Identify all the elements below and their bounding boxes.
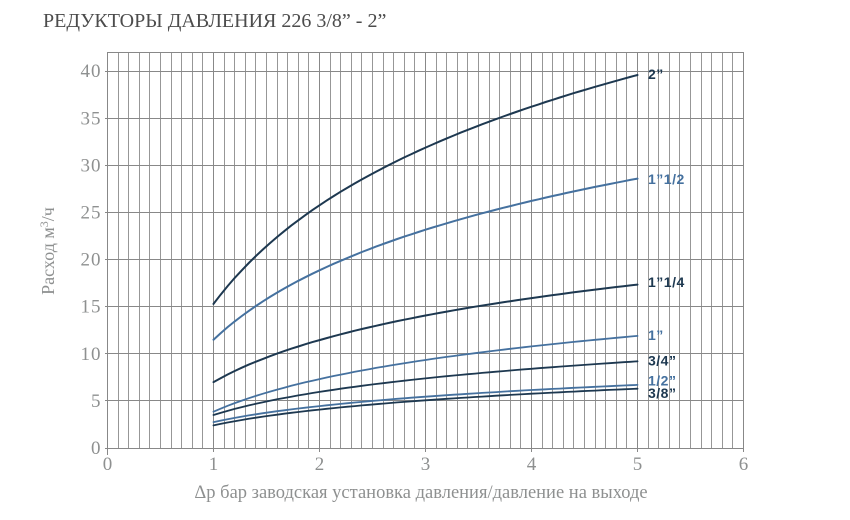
svg-text:30: 30 bbox=[81, 155, 102, 176]
svg-text:35: 35 bbox=[81, 108, 102, 129]
svg-text:1”: 1” bbox=[648, 327, 664, 343]
svg-text:25: 25 bbox=[81, 203, 102, 224]
svg-text:1: 1 bbox=[209, 454, 219, 475]
svg-text:Расход м3/ч: Расход м3/ч bbox=[37, 207, 58, 295]
svg-text:4: 4 bbox=[527, 454, 537, 475]
svg-text:10: 10 bbox=[81, 344, 102, 365]
svg-text:1/2”: 1/2” bbox=[648, 373, 676, 389]
svg-text:РЕДУКТОРЫ ДАВЛЕНИЯ 226 3/8” -: РЕДУКТОРЫ ДАВЛЕНИЯ 226 3/8” - 2” bbox=[43, 10, 386, 32]
svg-text:5: 5 bbox=[633, 454, 643, 475]
svg-text:0: 0 bbox=[91, 438, 102, 459]
svg-text:3: 3 bbox=[421, 454, 431, 475]
svg-text:1”1/4: 1”1/4 bbox=[648, 274, 685, 290]
svg-text:3/8”: 3/8” bbox=[648, 385, 676, 401]
svg-text:6: 6 bbox=[739, 454, 749, 475]
svg-text:1”1/2: 1”1/2 bbox=[648, 171, 685, 187]
svg-text:Δр бар заводская установка дав: Δр бар заводская установка давления/давл… bbox=[194, 483, 647, 503]
svg-text:20: 20 bbox=[81, 250, 102, 271]
svg-text:15: 15 bbox=[81, 297, 102, 318]
svg-text:0: 0 bbox=[103, 454, 113, 475]
svg-text:40: 40 bbox=[81, 61, 102, 82]
svg-text:3/4”: 3/4” bbox=[648, 353, 676, 369]
svg-text:2”: 2” bbox=[648, 66, 664, 82]
svg-text:2: 2 bbox=[315, 454, 325, 475]
svg-text:5: 5 bbox=[91, 391, 102, 412]
